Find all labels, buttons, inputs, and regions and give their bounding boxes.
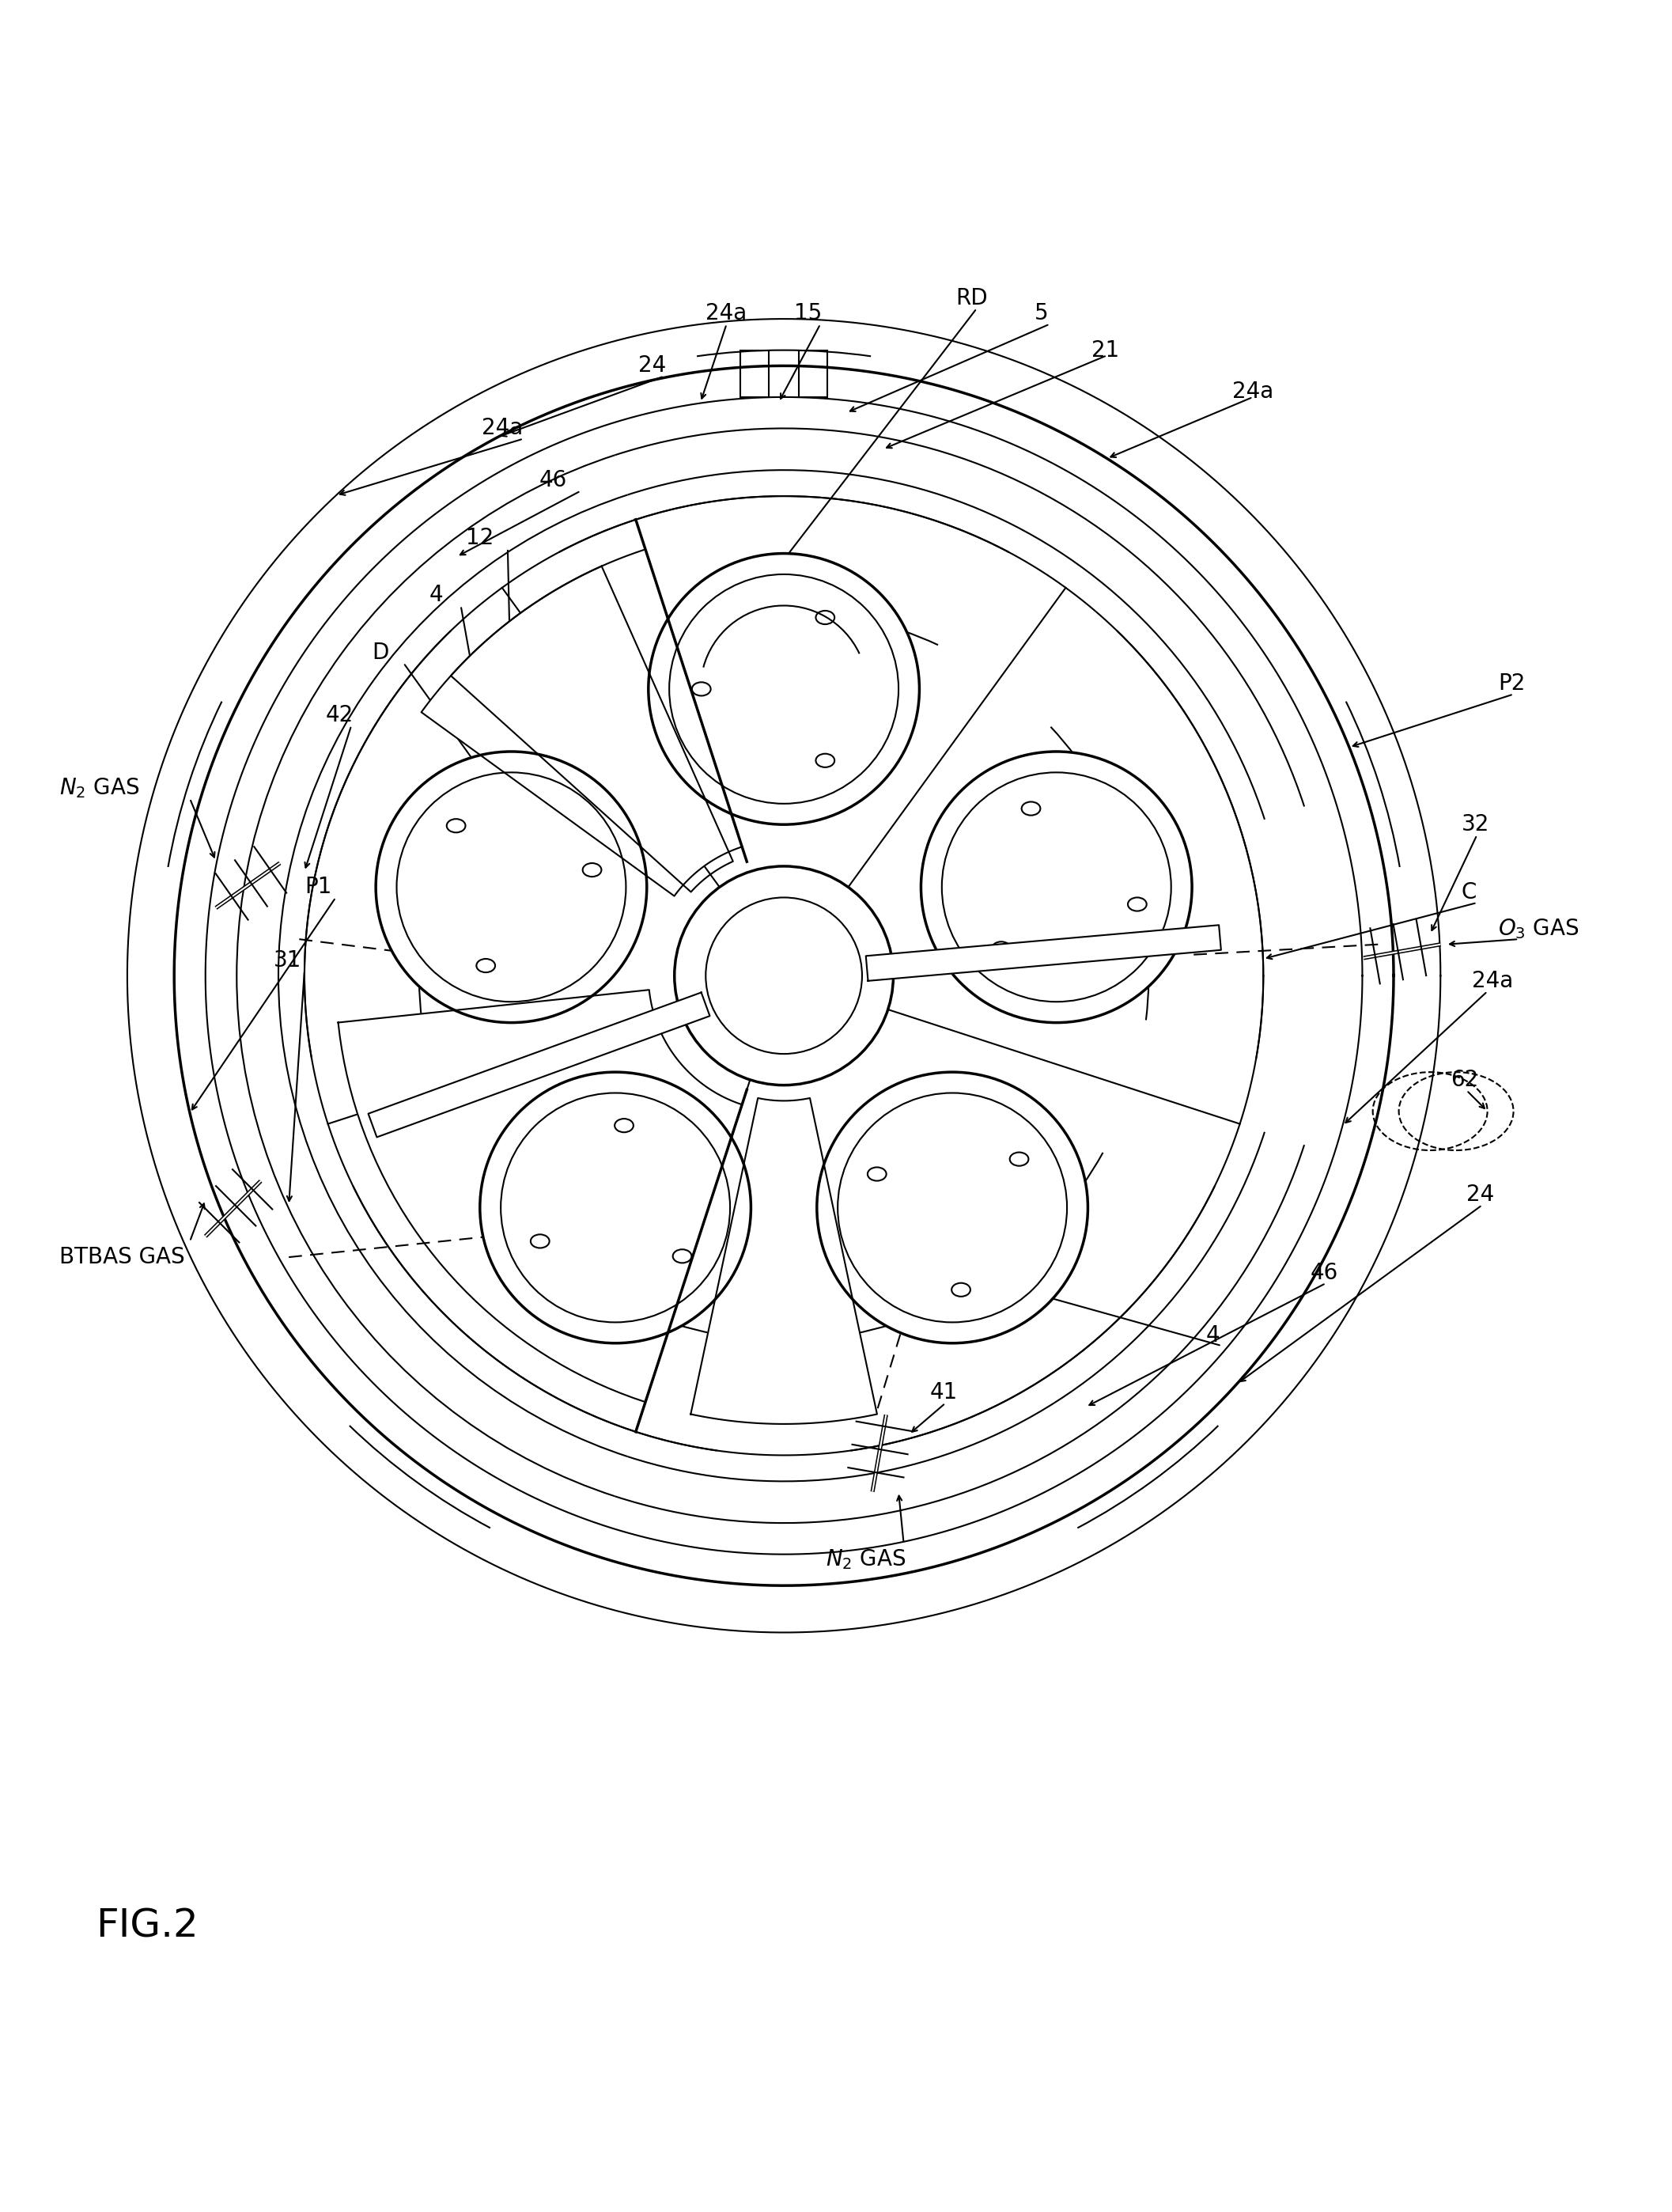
Circle shape (649, 553, 920, 825)
Ellipse shape (991, 942, 1010, 956)
Polygon shape (866, 925, 1221, 980)
Text: 62: 62 (1451, 1068, 1478, 1091)
Polygon shape (451, 566, 732, 891)
Polygon shape (368, 993, 711, 1137)
Text: 12: 12 (466, 526, 493, 549)
Ellipse shape (868, 1168, 886, 1181)
Text: 24: 24 (639, 354, 665, 376)
Bar (799, 349, 828, 398)
Text: 31: 31 (273, 949, 301, 971)
Ellipse shape (530, 1234, 550, 1248)
Text: FIG.2: FIG.2 (95, 1907, 199, 1944)
Bar (741, 349, 769, 398)
Polygon shape (338, 989, 742, 1402)
Text: $N_2$ GAS: $N_2$ GAS (826, 1548, 906, 1571)
Ellipse shape (1129, 898, 1147, 911)
Polygon shape (691, 1097, 878, 1425)
Text: 15: 15 (794, 303, 823, 325)
Text: 4: 4 (1206, 1325, 1221, 1347)
Text: D: D (373, 641, 390, 664)
Text: P2: P2 (1498, 672, 1525, 695)
Ellipse shape (692, 681, 711, 697)
Ellipse shape (816, 754, 834, 768)
Text: C: C (1461, 880, 1476, 902)
Text: $N_2$ GAS: $N_2$ GAS (60, 776, 140, 801)
Ellipse shape (816, 611, 834, 624)
Text: BTBAS GAS: BTBAS GAS (60, 1245, 186, 1267)
Text: 5: 5 (1033, 303, 1048, 325)
Ellipse shape (477, 958, 495, 973)
Ellipse shape (582, 863, 602, 876)
Text: 4: 4 (430, 584, 443, 606)
Text: 42: 42 (326, 703, 353, 726)
Ellipse shape (951, 1283, 970, 1296)
Circle shape (376, 752, 647, 1022)
Circle shape (818, 1073, 1088, 1343)
Text: 21: 21 (1092, 338, 1119, 361)
Text: 41: 41 (930, 1382, 958, 1405)
Text: 24a: 24a (482, 418, 523, 440)
Text: $O_3$ GAS: $O_3$ GAS (1498, 918, 1578, 940)
Ellipse shape (446, 818, 465, 832)
Text: 46: 46 (1311, 1261, 1338, 1283)
Polygon shape (421, 549, 742, 896)
Ellipse shape (1010, 1152, 1028, 1166)
Ellipse shape (615, 1119, 634, 1133)
Text: 32: 32 (1461, 814, 1490, 836)
Text: RD: RD (956, 288, 988, 310)
Text: P1: P1 (304, 876, 331, 898)
Text: 24: 24 (1466, 1183, 1495, 1206)
Text: 24a: 24a (706, 303, 747, 325)
Text: 24a: 24a (1232, 380, 1274, 403)
Text: 24a: 24a (1471, 969, 1513, 991)
Ellipse shape (672, 1250, 692, 1263)
Text: D: D (752, 1310, 769, 1332)
Circle shape (480, 1073, 751, 1343)
Circle shape (921, 752, 1192, 1022)
Circle shape (674, 867, 893, 1086)
Text: 46: 46 (538, 469, 567, 491)
Ellipse shape (1022, 801, 1040, 816)
